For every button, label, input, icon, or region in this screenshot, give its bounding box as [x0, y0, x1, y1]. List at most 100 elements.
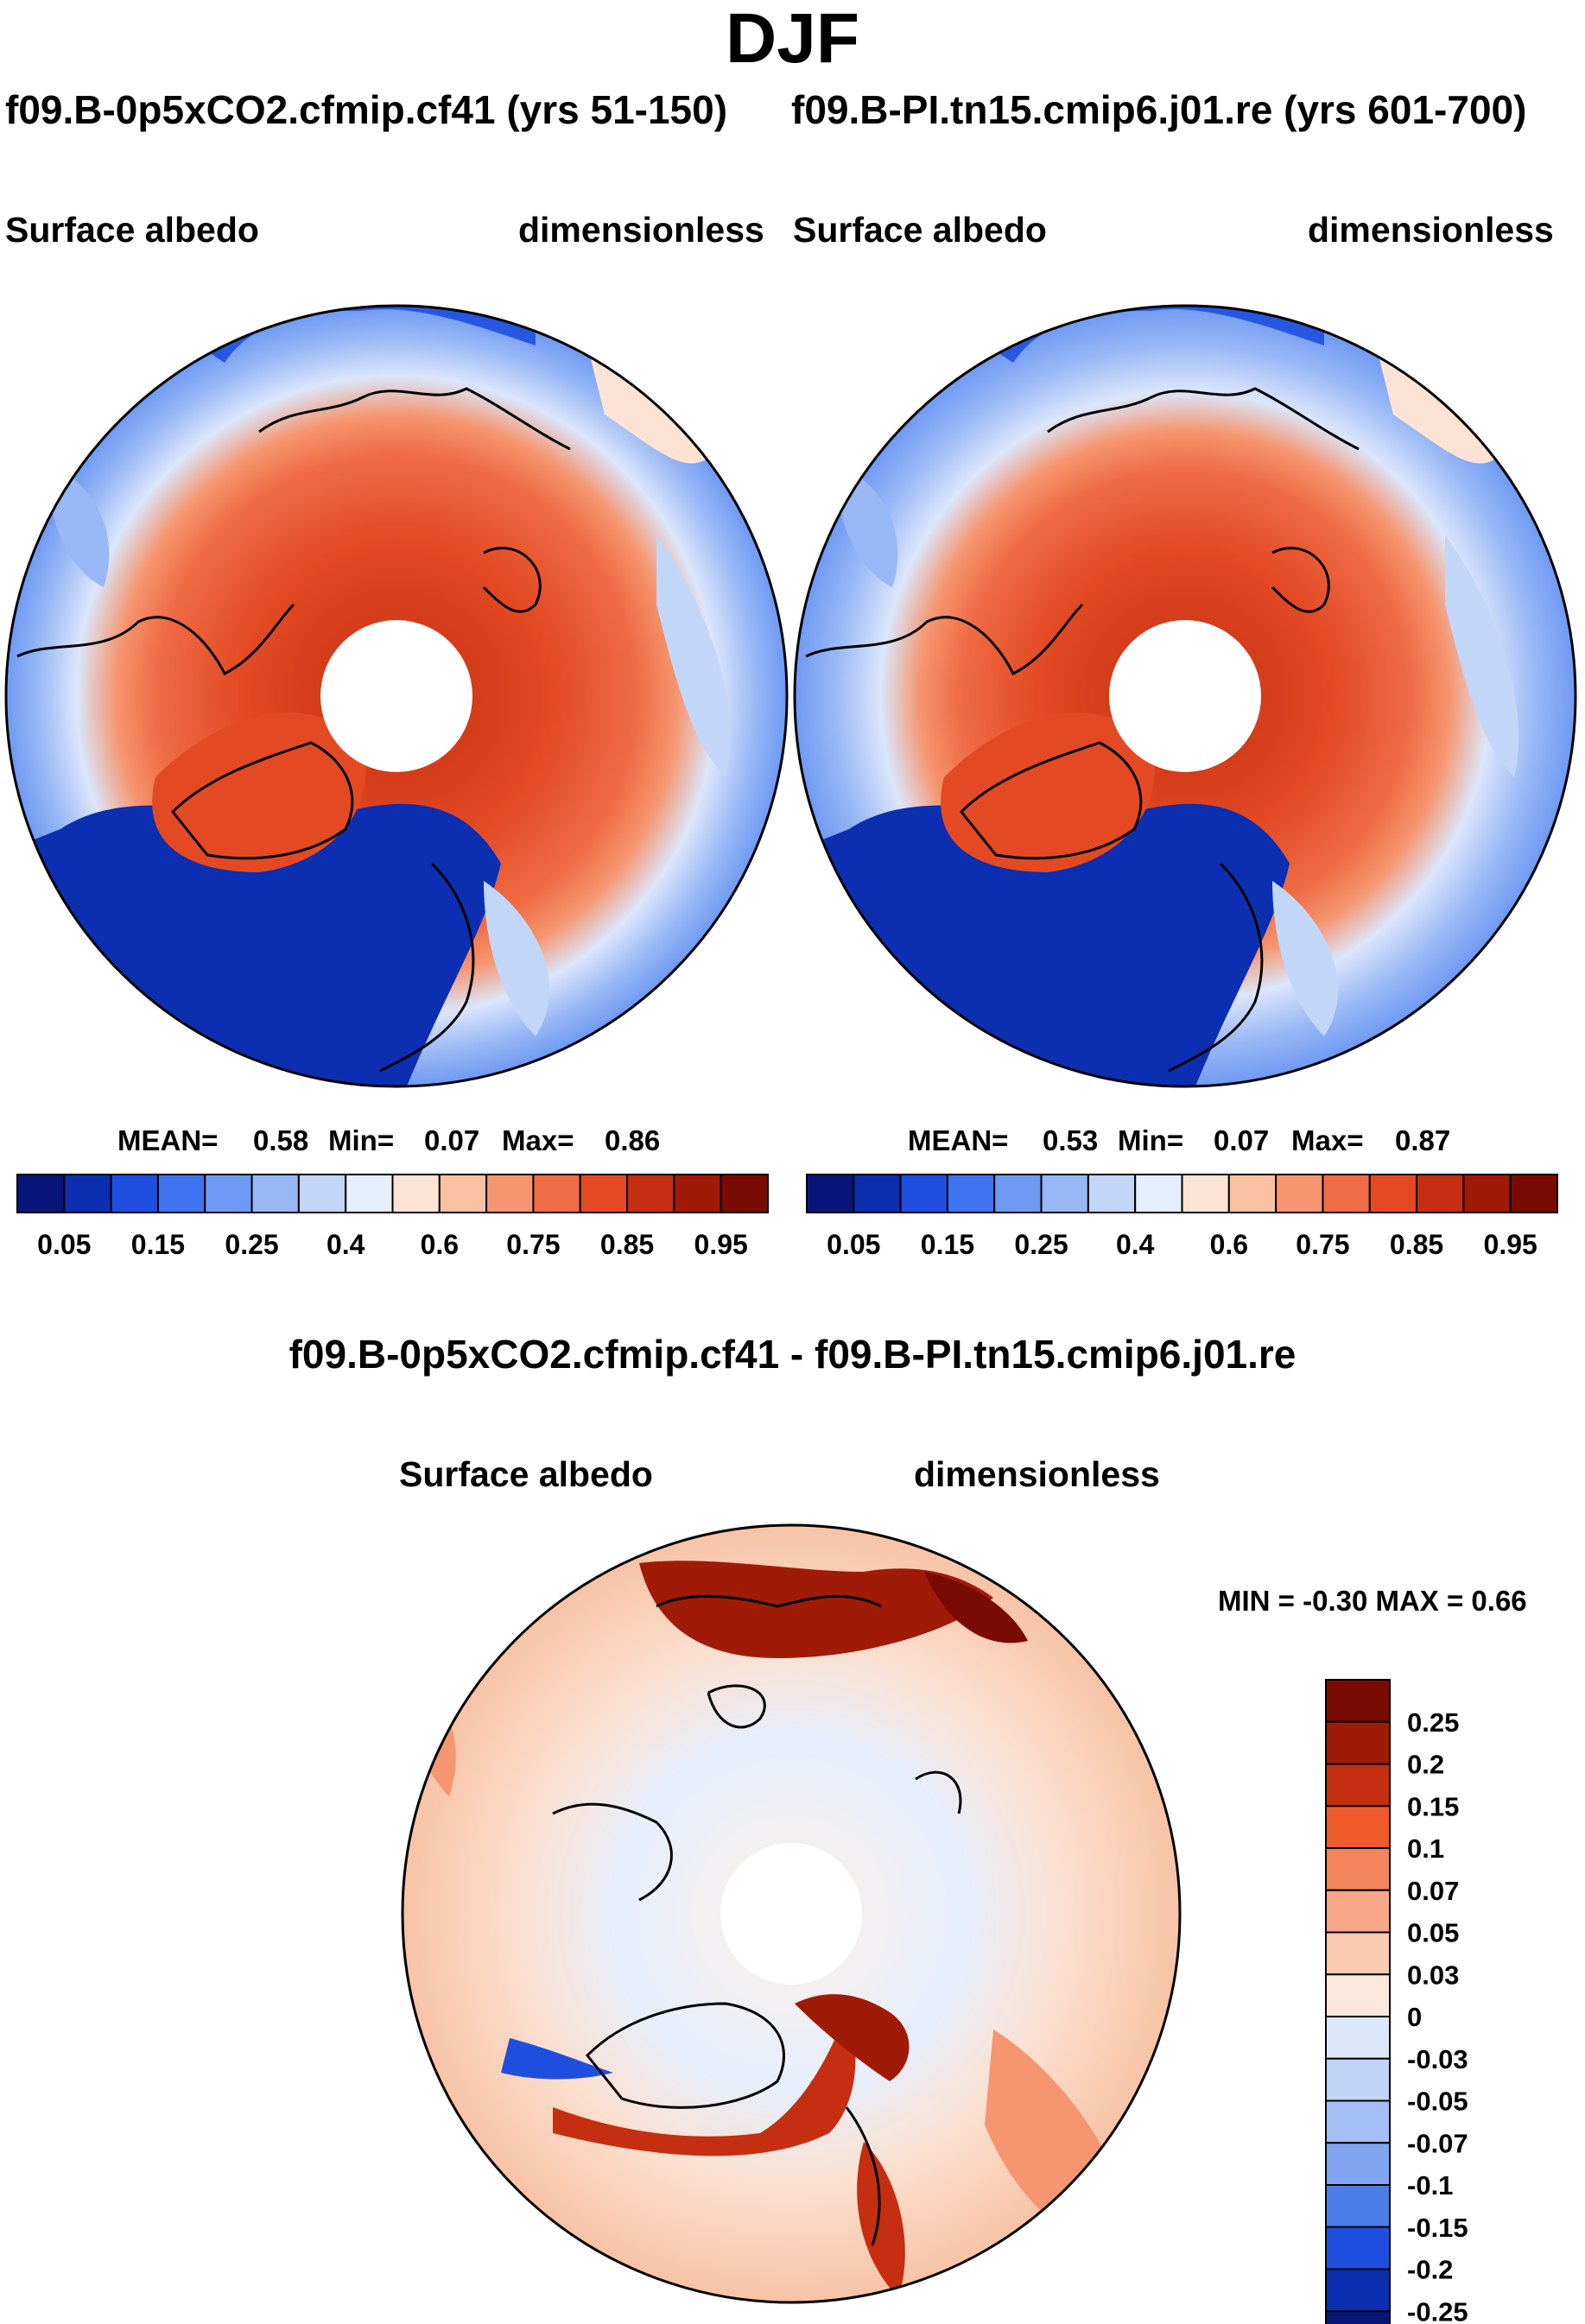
- difference-units-label: dimensionless: [914, 1454, 1160, 1494]
- left-mean-label: MEAN=: [117, 1124, 219, 1156]
- right-colorbar-color-box: [1368, 1174, 1418, 1213]
- left-colorbar-tick-label: 0.25: [225, 1229, 278, 1260]
- left-colorbar-color-box: [110, 1174, 159, 1213]
- difference-colorbar-color-box: [1325, 1973, 1391, 2017]
- difference-colorbar-color-box: [1325, 1763, 1391, 1808]
- right-variable-label: Surface albedo: [793, 210, 1047, 250]
- right-colorbar-tick-label: 0.75: [1296, 1229, 1349, 1260]
- left-colorbar-color-box: [673, 1174, 722, 1213]
- right-min-value: 0.07: [1214, 1124, 1270, 1156]
- difference-colorbar-tick-label: -0.15: [1407, 2213, 1468, 2243]
- left-units-label: dimensionless: [518, 210, 764, 250]
- left-colorbar-color-box: [297, 1174, 347, 1213]
- difference-colorbar-color-box: [1325, 2310, 1391, 2324]
- left-colorbar-color-box: [720, 1174, 769, 1213]
- left-colorbar-tick-label: 0.85: [600, 1229, 654, 1260]
- right-colorbar-color-box: [1134, 1174, 1183, 1213]
- left-colorbar-color-box: [579, 1174, 629, 1213]
- difference-variable-label: Surface albedo: [399, 1454, 653, 1494]
- left-colorbar-color-box: [250, 1174, 300, 1213]
- difference-colorbar-color-box: [1325, 1679, 1391, 1723]
- right-mean-value: 0.53: [1043, 1124, 1099, 1156]
- right-max-value: 0.87: [1395, 1124, 1451, 1156]
- difference-colorbar-color-box: [1325, 2016, 1391, 2060]
- right-colorbar-color-box: [806, 1174, 855, 1213]
- left-colorbar-color-box: [626, 1174, 675, 1213]
- left-colorbar: 0.05 0.15 0.25 0.4 0.6 0.75 0.85 0.95: [16, 1174, 769, 1260]
- left-colorbar-color-box: [391, 1174, 441, 1213]
- left-colorbar-tick-label: 0.75: [506, 1229, 560, 1260]
- left-colorbar-tick-label: 0.95: [694, 1229, 748, 1260]
- right-colorbar-tick-label: 0.05: [827, 1229, 880, 1260]
- difference-colorbar-tick-label: 0.05: [1407, 1918, 1459, 1948]
- difference-polar-map: [401, 1523, 1182, 2304]
- right-colorbar-color-box: [1322, 1174, 1371, 1213]
- right-colorbar-color-box: [853, 1174, 902, 1213]
- left-colorbar-color-box: [532, 1174, 581, 1213]
- difference-colorbar-color-box: [1325, 1931, 1391, 1976]
- right-colorbar-tick-label: 0.95: [1484, 1229, 1537, 1260]
- left-colorbar-tick-label: 0.05: [37, 1229, 91, 1260]
- right-colorbar-color-box: [1087, 1174, 1137, 1213]
- right-units-label: dimensionless: [1308, 210, 1554, 250]
- right-colorbar: 0.05 0.15 0.25 0.4 0.6 0.75 0.85 0.95: [806, 1174, 1558, 1260]
- difference-colorbar-color-box: [1325, 2142, 1391, 2186]
- difference-colorbar-color-box: [1325, 2268, 1391, 2313]
- difference-colorbar-tick-label: 0.03: [1407, 1960, 1459, 1990]
- difference-colorbar-color-box: [1325, 2184, 1391, 2228]
- difference-colorbar-tick-label: 0.25: [1407, 1707, 1459, 1738]
- right-colorbar-tick-label: 0.4: [1116, 1229, 1155, 1260]
- right-colorbar-color-box: [1275, 1174, 1324, 1213]
- right-colorbar-color-box: [946, 1174, 996, 1213]
- right-colorbar-tick-label: 0.85: [1390, 1229, 1443, 1260]
- difference-colorbar-color-box: [1325, 2226, 1391, 2270]
- difference-colorbar-tick-label: -0.25: [1407, 2296, 1468, 2324]
- difference-colorbar-color-box: [1325, 1847, 1391, 1891]
- difference-colorbar-tick-label: 0: [1407, 2002, 1422, 2032]
- difference-colorbar-tick-label: -0.07: [1407, 2128, 1468, 2158]
- right-mean-label: MEAN=: [908, 1124, 1009, 1156]
- right-colorbar-color-box: [899, 1174, 948, 1213]
- left-colorbar-tick-label: 0.4: [327, 1229, 365, 1260]
- right-colorbar-tick-label: 0.15: [921, 1229, 974, 1260]
- left-colorbar-color-box: [16, 1174, 66, 1213]
- difference-colorbar-tick-label: 0.2: [1407, 1750, 1444, 1780]
- right-colorbar-color-box: [993, 1174, 1043, 1213]
- left-case-header: f09.B-0p5xCO2.cfmip.cf41 (yrs 51-150): [5, 87, 728, 132]
- difference-colorbar-color-box: [1325, 2099, 1391, 2144]
- difference-colorbar-color-box: [1325, 1889, 1391, 1934]
- right-colorbar-tick-label: 0.25: [1014, 1229, 1068, 1260]
- left-polar-map: [4, 304, 789, 1088]
- figure-title: DJF: [726, 0, 859, 78]
- right-colorbar-color-box: [1227, 1174, 1278, 1213]
- left-min-value: 0.07: [424, 1124, 480, 1156]
- difference-colorbar: 0.25 0.2 0.15 0.1 0.07 0.05 0.03 0 -0.03 -0.05 -0.…: [1325, 1679, 1468, 2324]
- difference-colorbar-color-box: [1325, 1720, 1391, 1765]
- right-colorbar-color-box: [1509, 1174, 1558, 1213]
- left-colorbar-color-box: [156, 1174, 206, 1213]
- left-colorbar-color-box: [204, 1174, 253, 1213]
- left-colorbar-tick-label: 0.15: [131, 1229, 185, 1260]
- difference-colorbar-tick-label: 0.1: [1407, 1833, 1444, 1864]
- right-max-label: Max=: [1291, 1124, 1364, 1156]
- left-max-label: Max=: [502, 1124, 574, 1156]
- left-mean-value: 0.58: [253, 1124, 309, 1156]
- right-polar-map: [793, 304, 1577, 1088]
- difference-colorbar-tick-label: -0.1: [1407, 2170, 1453, 2201]
- left-colorbar-color-box: [345, 1174, 394, 1213]
- left-colorbar-color-box: [438, 1174, 488, 1213]
- difference-colorbar-tick-label: 0.07: [1407, 1876, 1459, 1906]
- difference-minmax-label: MIN = -0.30 MAX = 0.66: [1218, 1585, 1527, 1617]
- right-min-label: Min=: [1118, 1124, 1184, 1156]
- difference-colorbar-color-box: [1325, 1805, 1391, 1849]
- right-colorbar-color-box: [1040, 1174, 1089, 1213]
- difference-colorbar-tick-label: -0.05: [1407, 2087, 1468, 2117]
- left-min-label: Min=: [328, 1124, 395, 1156]
- left-variable-label: Surface albedo: [5, 210, 259, 250]
- right-colorbar-tick-label: 0.6: [1210, 1229, 1248, 1260]
- difference-colorbar-tick-label: 0.15: [1407, 1791, 1459, 1821]
- left-colorbar-tick-label: 0.6: [421, 1229, 459, 1260]
- right-colorbar-color-box: [1462, 1174, 1512, 1213]
- left-max-value: 0.86: [605, 1124, 661, 1156]
